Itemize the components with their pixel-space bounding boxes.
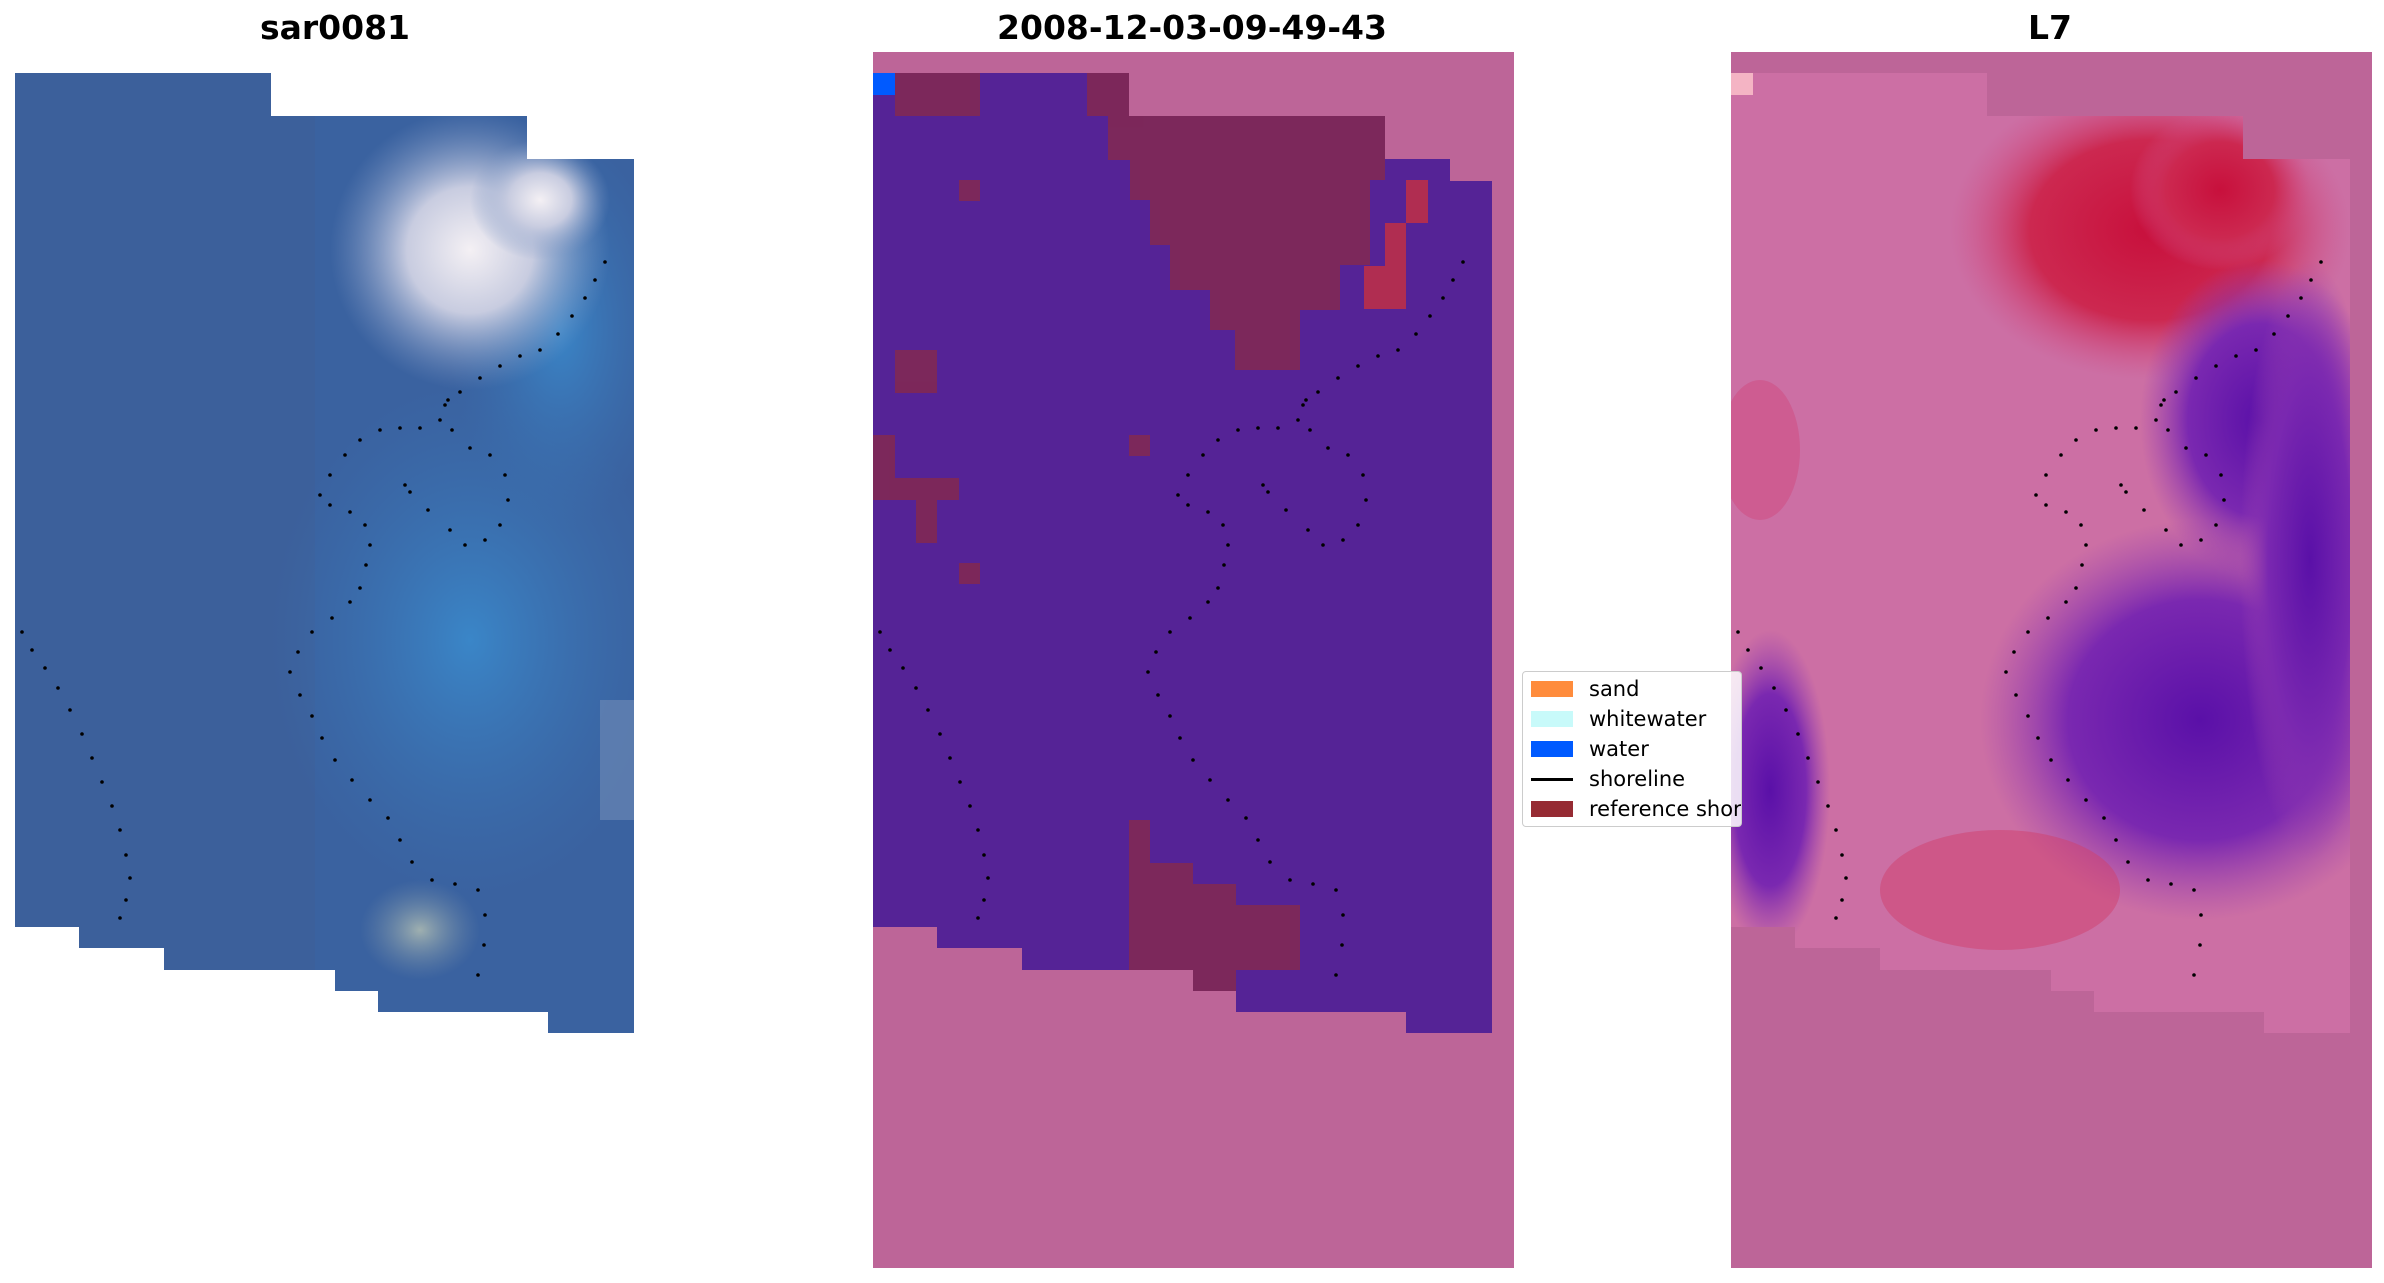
panel-title-index: L7 [2028, 8, 2072, 47]
legend-label: sand [1589, 677, 1640, 701]
panel-title-rgb: sar0081 [259, 8, 411, 47]
legend-label: whitewater [1589, 707, 1707, 731]
whitewater-swatch [1531, 711, 1573, 727]
shoreline-line-swatch [1531, 777, 1573, 781]
legend-item-reference-shoreline: reference shoreline [1531, 794, 1742, 824]
legend-item-whitewater: whitewater [1531, 704, 1706, 734]
legend-label: reference shoreline [1589, 797, 1742, 821]
sand-swatch [1531, 681, 1573, 697]
legend-item-water: water [1531, 734, 1649, 764]
legend-label: shoreline [1589, 767, 1686, 791]
panel-title-classification: 2008-12-03-09-49-43 [997, 8, 1387, 47]
legend-item-shoreline: shoreline [1531, 764, 1685, 794]
legend-item-sand: sand [1531, 674, 1639, 704]
legend: sand whitewater water shoreline referenc… [1522, 671, 1742, 827]
legend-label: water [1589, 737, 1649, 761]
water-swatch [1531, 741, 1573, 757]
reference-shoreline-swatch [1531, 801, 1573, 817]
